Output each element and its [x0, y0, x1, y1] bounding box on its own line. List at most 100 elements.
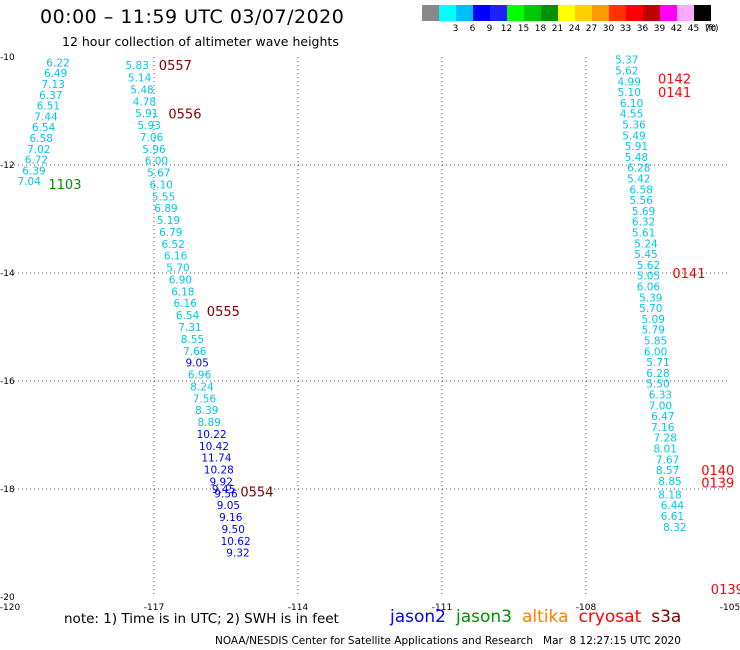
data-point-label: 8.01: [654, 444, 677, 456]
scale-label: 6: [469, 24, 476, 34]
scale-swatch: [473, 5, 490, 21]
chart-title: 00:00 – 11:59 UTC 03/07/2020: [40, 6, 345, 28]
scale-swatch: [456, 5, 473, 21]
data-point-label: 8.85: [658, 476, 681, 488]
pass-label: 0141: [658, 86, 691, 101]
scale-unit: (ft): [705, 24, 719, 34]
data-point-label: 6.54: [32, 122, 56, 134]
data-point-label: 5.45: [634, 249, 657, 261]
data-point-label: 6.72: [25, 155, 48, 167]
data-point-label: 6.00: [644, 346, 667, 358]
data-point-label: 7.66: [183, 346, 207, 358]
data-point-label: 6.28: [646, 368, 669, 380]
data-point-label: 4.55: [620, 109, 643, 121]
x-tick-label: -108: [576, 603, 597, 613]
data-point-label: 6.49: [44, 68, 67, 80]
pass-label: 0556: [168, 108, 201, 123]
x-tick-label: -111: [432, 603, 452, 613]
scale-label: 33: [619, 24, 632, 34]
footer-credit: NOAA/NESDIS Center for Satellite Applica…: [215, 635, 681, 647]
data-point-label: 6.51: [37, 101, 60, 113]
scale-swatch: [490, 5, 507, 21]
scale-label: 3: [452, 24, 459, 34]
data-point-label: 6.96: [188, 370, 212, 382]
data-point-label: 5.19: [157, 215, 180, 227]
data-point-label: 5.96: [142, 144, 166, 156]
data-point-label: 5.37: [615, 55, 638, 67]
scale-swatch: [592, 5, 609, 21]
scale-label: 9: [486, 24, 493, 34]
data-point-label: 4.78: [133, 96, 156, 108]
scale-label: 36: [636, 24, 649, 34]
data-point-label: 7.04: [18, 176, 42, 188]
data-point-label: 8.39: [195, 405, 218, 417]
data-point-label: 6.00: [145, 156, 168, 168]
data-point-label: 8.55: [181, 334, 204, 346]
y-tick-label: -14: [0, 269, 15, 279]
data-point-label: 8.57: [656, 465, 679, 477]
data-point-label: 7.00: [649, 400, 672, 412]
data-point-label: 5.55: [152, 191, 175, 203]
data-point-label: 10.62: [221, 536, 251, 548]
data-point-label: 5.85: [644, 336, 667, 348]
data-point-label: 6.32: [632, 217, 655, 229]
data-point-label: 8.32: [663, 522, 686, 534]
data-point-label: 9.32: [226, 548, 249, 560]
scale-swatch: [422, 5, 439, 21]
data-point-label: 5.05: [637, 271, 660, 283]
satellite-legend: jason2 jason3 altika cryosat s3a: [390, 607, 691, 627]
data-point-label: 6.16: [164, 251, 188, 263]
data-point-label: 6.39: [22, 165, 45, 177]
scale-swatch: [609, 5, 626, 21]
satellite-legend-item: jason3: [456, 607, 512, 627]
data-point-label: 7.56: [193, 393, 217, 405]
scale-label: 45: [687, 24, 700, 34]
data-point-label: 5.48: [625, 152, 648, 164]
data-point-label: 7.28: [654, 433, 677, 445]
data-point-label: 9.92: [210, 476, 233, 488]
pass-label: 1103: [48, 178, 81, 193]
data-point-label: 6.58: [30, 133, 53, 145]
scale-label: 70: [704, 24, 717, 34]
data-point-label: 5.50: [646, 379, 669, 391]
data-point-label: 6.90: [169, 274, 192, 286]
grid: [10, 57, 730, 597]
pass-label: 0139: [711, 583, 740, 598]
scale-label: 30: [602, 24, 615, 34]
data-point-label: 5.14: [128, 73, 152, 85]
x-tick-label: -117: [144, 603, 164, 613]
scale-label: 21: [551, 24, 564, 34]
data-point-label: 6.37: [39, 90, 62, 102]
data-point-label: 10.28: [204, 465, 234, 477]
data-point-label: 10.42: [199, 441, 229, 453]
scale-swatch: [643, 5, 660, 21]
y-tick-label: -12: [0, 161, 15, 171]
data-point-label: 7.31: [178, 322, 201, 334]
chart-subtitle: 12 hour collection of altimeter wave hei…: [62, 34, 339, 49]
data-point-label: 5.70: [639, 303, 662, 315]
scale-label: 42: [670, 24, 683, 34]
scale-swatch: [660, 5, 677, 21]
data-point-label: 6.06: [637, 282, 661, 294]
data-point-label: 5.56: [630, 195, 654, 207]
data-point-label: 8.24: [190, 381, 214, 393]
data-point-label: 11.74: [201, 453, 231, 465]
scale-swatch: [677, 5, 694, 21]
data-point-label: 9.45: [212, 484, 235, 496]
data-point-label: 6.58: [630, 184, 653, 196]
pass-label: 0555: [207, 305, 240, 320]
data-point-label: 6.28: [627, 163, 650, 175]
pass-label: 0554: [240, 486, 273, 501]
data-point-label: 5.79: [642, 325, 665, 337]
satellite-legend-item: altika: [522, 607, 569, 627]
note-text: note: 1) Time is in UTC; 2) SWH is in fe…: [64, 611, 339, 627]
data-point-label: 7.13: [42, 79, 65, 91]
scale-label: 27: [585, 24, 598, 34]
scale-swatch: [694, 5, 711, 21]
data-point-label: 4.99: [618, 76, 641, 88]
scale-swatch: [541, 5, 558, 21]
scale-swatch: [439, 5, 456, 21]
data-point-label: 6.47: [651, 411, 674, 423]
scale-label: 15: [517, 24, 530, 34]
